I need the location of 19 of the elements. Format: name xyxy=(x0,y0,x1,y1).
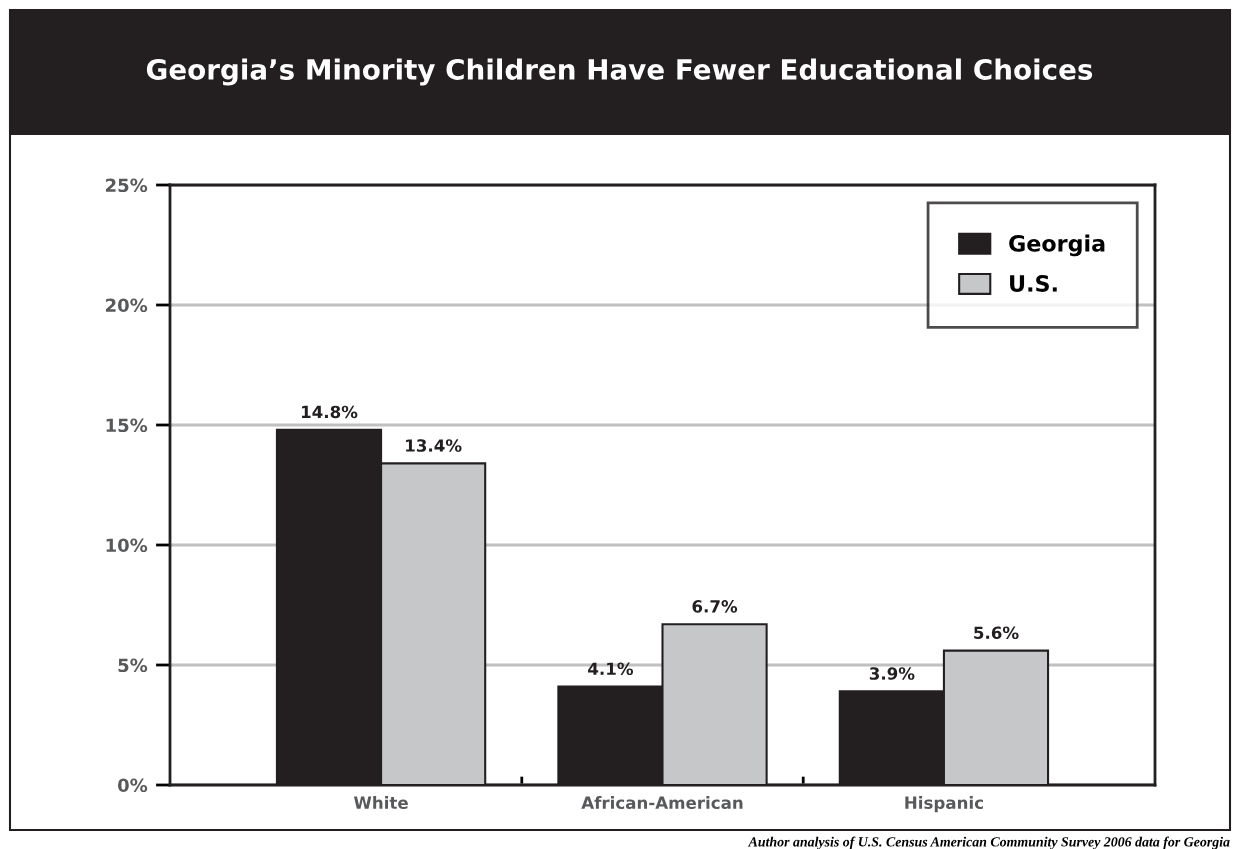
data-label: 3.9% xyxy=(869,667,915,680)
data-label: 6.7% xyxy=(692,600,738,613)
text: Author analysis of U.S. Census American Community Survey 2006 data for Georgia xyxy=(747,836,1230,849)
data-label: 5.6% xyxy=(974,626,1019,640)
legend-label: Georgia xyxy=(1009,234,1105,257)
y-tick-label: 25% xyxy=(105,178,148,193)
y-tick-label: 10% xyxy=(106,538,148,553)
x-tick-label: Hispanic xyxy=(905,796,983,813)
legend-label: U.S. xyxy=(1010,275,1057,292)
y-tick-label: 20% xyxy=(105,298,148,313)
chart-title: Georgia’s Minority Children Have Fewer Educational Choices xyxy=(146,58,1093,86)
y-tick-label: 5% xyxy=(118,658,148,673)
y-tick-label: 15% xyxy=(106,418,148,433)
x-tick-label: African-American xyxy=(581,796,743,810)
x-tick-label: White xyxy=(353,796,408,810)
data-label: 4.1% xyxy=(588,662,634,676)
data-label: 14.8% xyxy=(301,405,358,419)
data-label: 13.4% xyxy=(406,439,462,452)
y-tick-label: 0% xyxy=(117,778,148,793)
